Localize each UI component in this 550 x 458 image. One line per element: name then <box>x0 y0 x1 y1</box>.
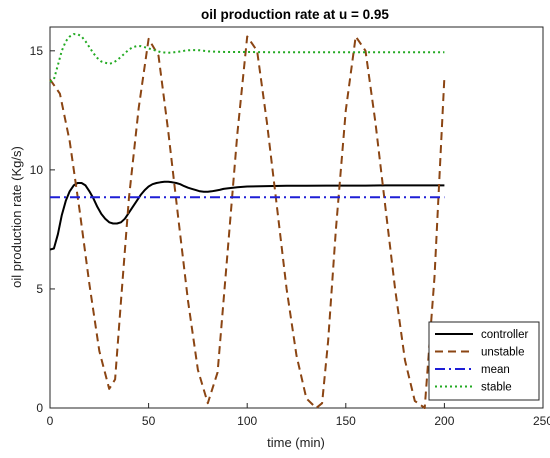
legend-entry-controller: controller <box>481 329 528 341</box>
legend: controller unstable mean stable <box>428 321 540 401</box>
legend-entry-mean: mean <box>481 364 510 376</box>
y-tick-label: 0 <box>36 401 43 415</box>
x-tick-label: 0 <box>47 414 54 428</box>
legend-entry-unstable: unstable <box>481 347 524 359</box>
legend-entry-stable: stable <box>481 382 512 394</box>
x-tick-label: 50 <box>142 414 156 428</box>
series-controller-line <box>49 180 445 251</box>
x-tick-label: 100 <box>237 414 257 428</box>
y-tick-label: 5 <box>36 282 43 296</box>
x-tick-label: 200 <box>434 414 454 428</box>
series-stable-line <box>49 33 445 83</box>
chart-title: oil production rate at u = 0.95 <box>201 7 389 22</box>
series-layer <box>49 33 446 409</box>
plot-area: 0 50 100 150 200 250 0 5 10 15 <box>30 26 550 428</box>
y-tick-label: 15 <box>30 44 44 58</box>
ticks-layer: 0 50 100 150 200 250 0 5 10 15 <box>30 44 550 428</box>
series-unstable-line <box>49 35 446 409</box>
y-axis-label: oil production rate (Kg/s) <box>9 146 24 288</box>
x-tick-label: 150 <box>336 414 356 428</box>
x-axis-label: time (min) <box>267 435 325 450</box>
y-tick-label: 10 <box>30 163 44 177</box>
x-tick-label: 250 <box>533 414 550 428</box>
